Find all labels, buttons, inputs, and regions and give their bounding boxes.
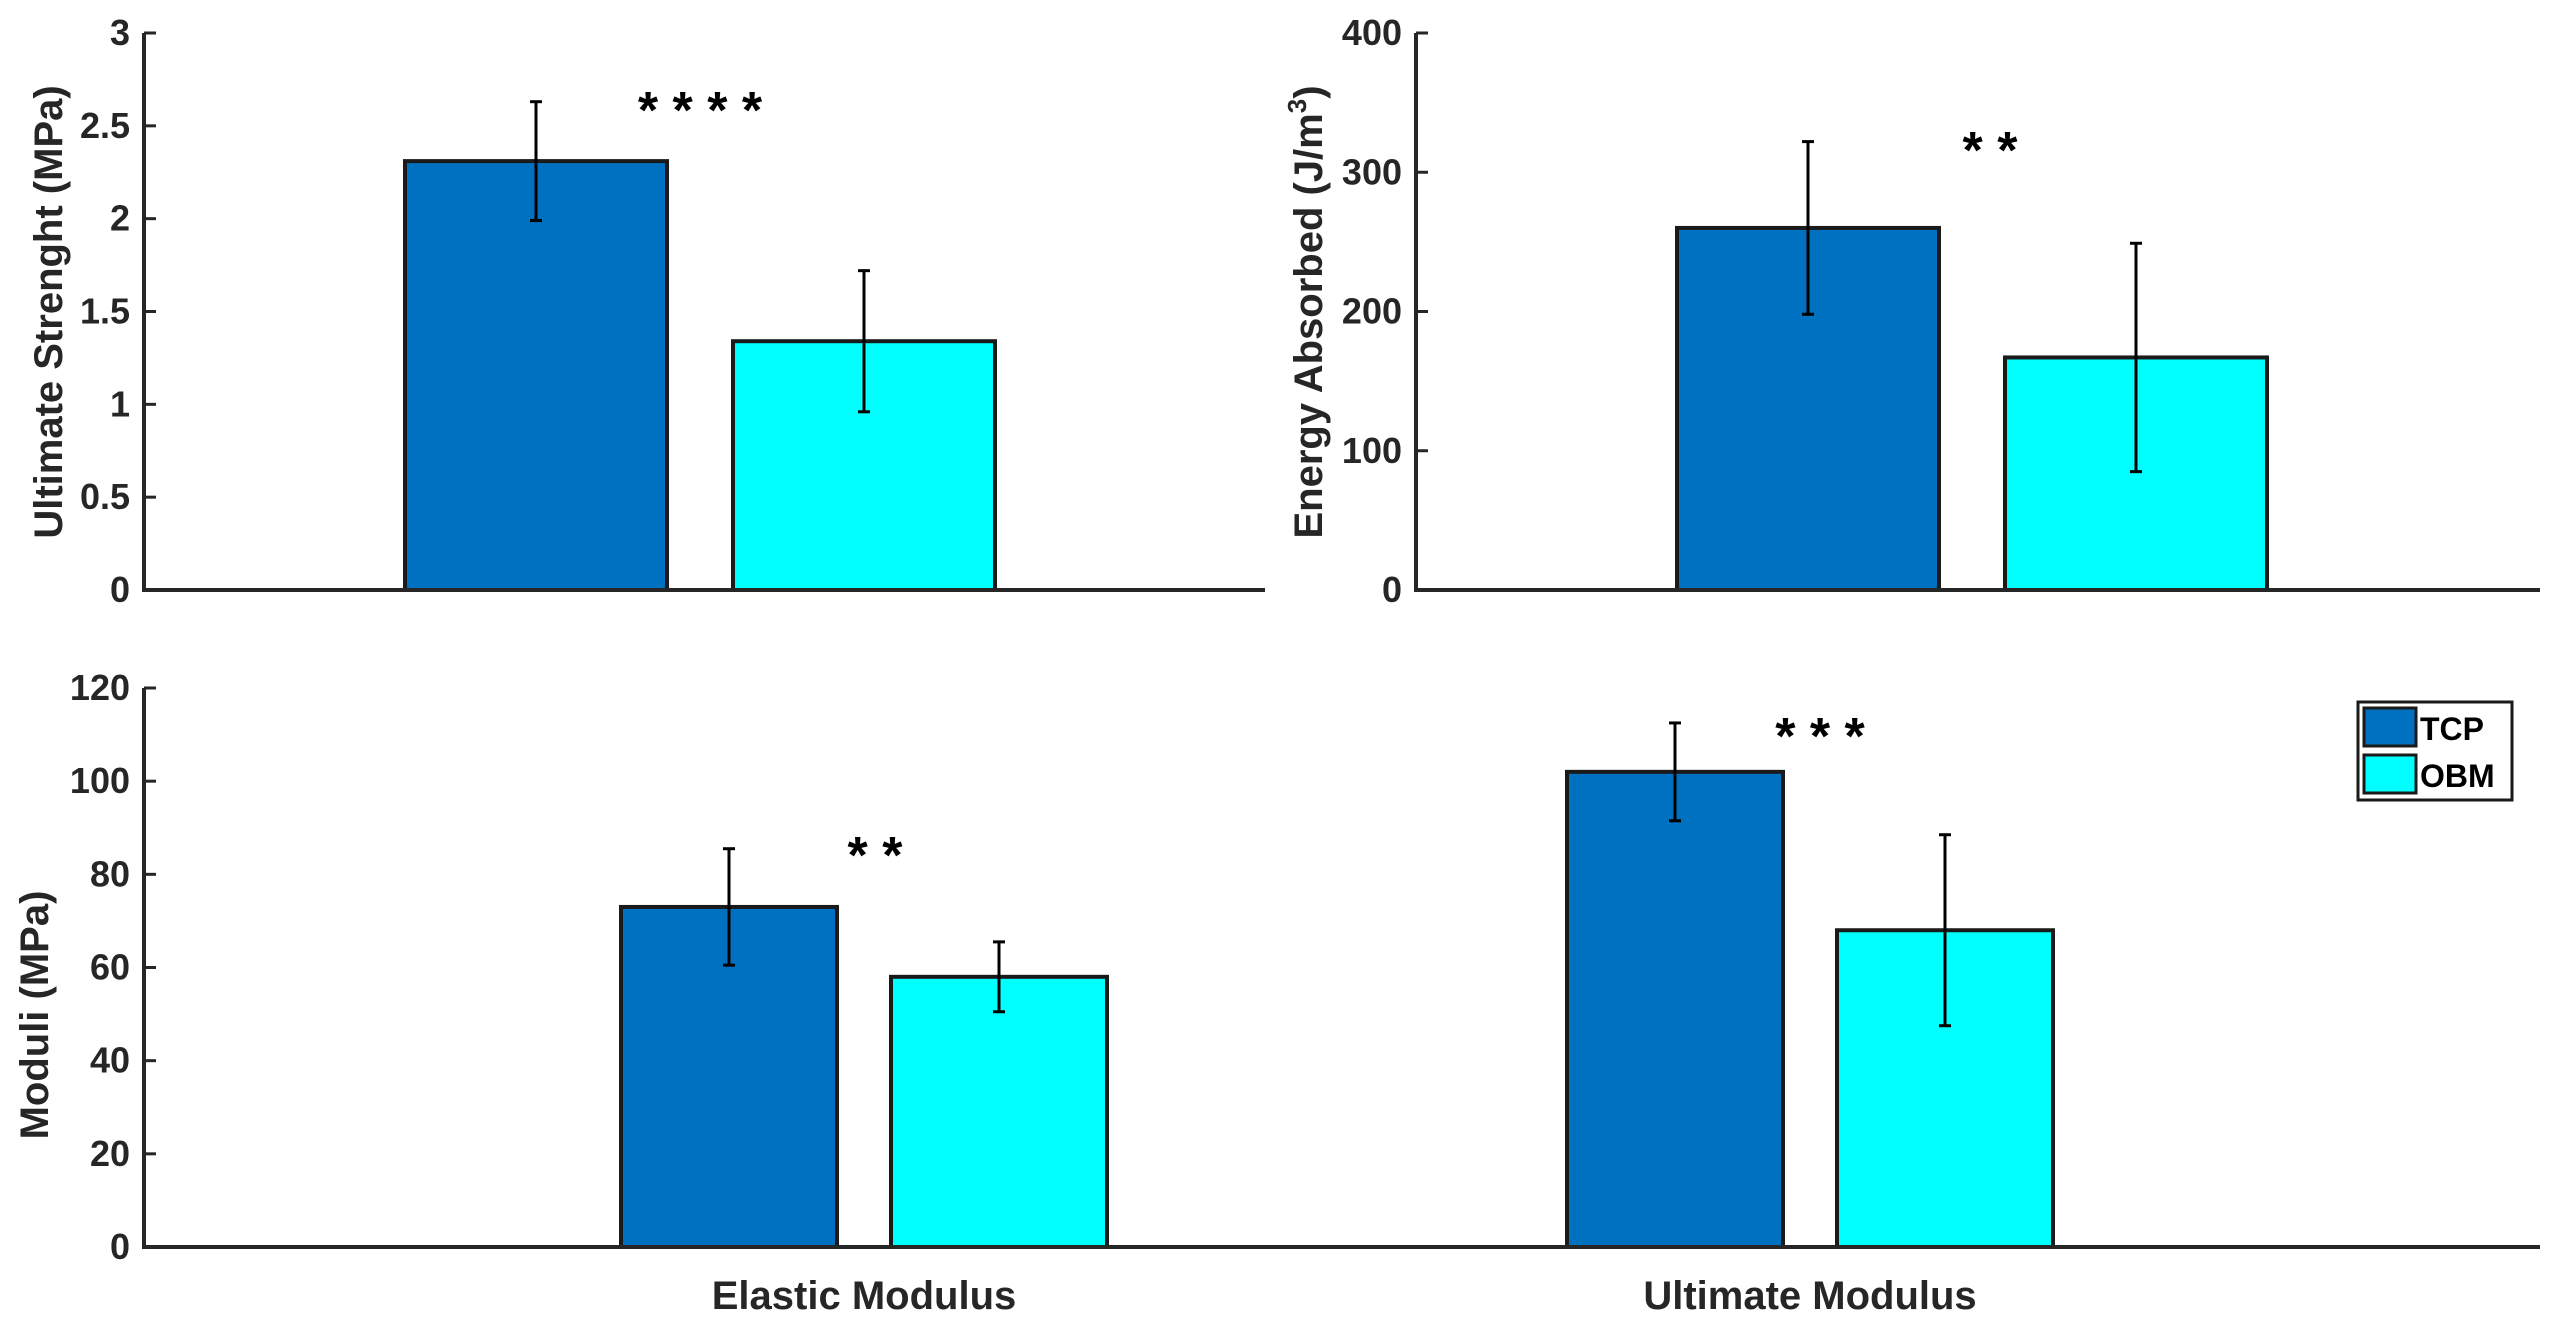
y-tick-label: 2.5 [80,105,130,146]
significance-marker: * * [848,827,904,885]
y-tick-label: 3 [110,12,130,53]
ultimate-strength-y-axis-title: Ultimate Strenght (MPa) [27,85,71,538]
y-tick-label: 1 [110,383,130,424]
legend-label-obm: OBM [2420,758,2495,794]
y-tick-label: 200 [1342,291,1402,332]
significance-marker: * * * * [638,82,763,140]
legend-swatch-tcp [2362,706,2418,748]
y-tick-label: 60 [90,947,130,988]
y-tick-label: 0.5 [80,476,130,517]
y-tick-label: 400 [1342,12,1402,53]
y-tick-label: 300 [1342,151,1402,192]
y-tick-label: 0 [110,1226,130,1267]
y-tick-label: 100 [70,760,130,801]
significance-marker: * * [1963,122,2019,180]
y-tick-label: 0 [1382,569,1402,610]
y-tick-label: 20 [90,1133,130,1174]
y-tick-label: 2 [110,198,130,239]
ultimate-strength-chart: 0 0.5 1 1.5 2 2.5 3 * * * * [80,12,1265,610]
moduli-chart: 0 20 40 60 80 100 120 Elastic Modulus Ultimate M… [70,667,2540,1318]
energy-absorbed-y-axis-title: Energy Absorbed (J/m3) [1282,85,1331,538]
legend-swatch-obm [2362,753,2418,795]
category-label: Ultimate Modulus [1643,1274,1976,1318]
legend: TCP OBM [2356,700,2514,802]
bar-obm-0 [889,974,1109,1249]
category-label: Elastic Modulus [712,1274,1017,1318]
bar-tcp-0 [403,159,669,593]
moduli-y-axis-title: Moduli (MPa) [13,891,57,1140]
y-tick-label: 0 [110,569,130,610]
y-tick-label: 40 [90,1040,130,1081]
y-tick-label: 1.5 [80,291,130,332]
energy-absorbed-chart: 0 100 200 300 400 * * [1342,12,2540,610]
y-tick-label: 120 [70,667,130,708]
y-tick-label: 100 [1342,430,1402,471]
significance-marker: * * * [1775,708,1865,766]
bar-tcp-1 [1565,769,1785,1249]
legend-label-tcp: TCP [2420,711,2484,747]
y-tick-label: 80 [90,853,130,894]
